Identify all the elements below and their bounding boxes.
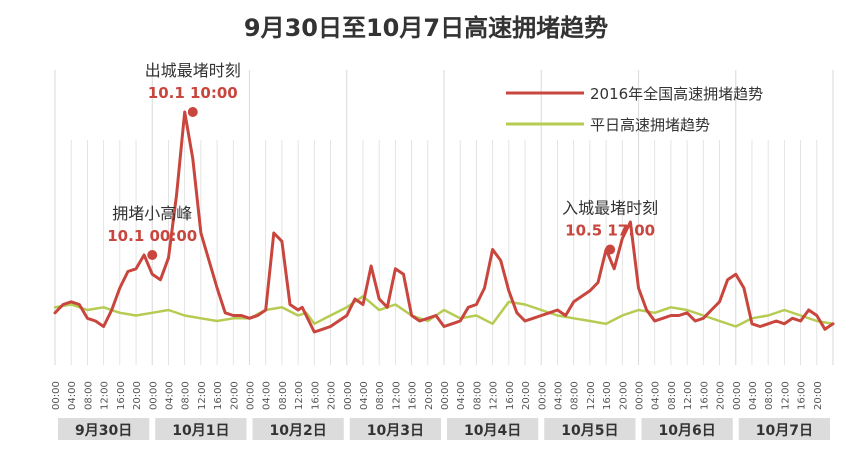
x-tick-label: 20:00 xyxy=(813,381,824,410)
x-tick-label: 12:00 xyxy=(780,381,791,410)
annotation-marker xyxy=(605,244,616,255)
x-tick-label: 16:00 xyxy=(797,381,808,410)
x-tick-label: 08:00 xyxy=(278,381,289,410)
legend: 2016年全国高速拥堵趋势 平日高速拥堵趋势 xyxy=(506,85,763,134)
x-tick-label: 04:00 xyxy=(456,381,467,410)
x-tick-label: 04:00 xyxy=(651,381,662,410)
x-tick-label: 16:00 xyxy=(116,381,127,410)
x-tick-label: 04:00 xyxy=(748,381,759,410)
day-band xyxy=(641,418,733,440)
day-band xyxy=(155,418,247,440)
day-band xyxy=(447,418,539,440)
day-label: 9月30日 xyxy=(75,423,132,439)
day-label: 10月7日 xyxy=(756,423,813,439)
day-band xyxy=(738,418,830,440)
x-tick-label: 12:00 xyxy=(197,381,208,410)
x-axis: 00:00 04:00 08:00 12:00 16:00 20:00 9月30日 00:00… xyxy=(51,381,830,440)
x-tick-label: 00:00 xyxy=(51,381,62,410)
day-label: 10月3日 xyxy=(367,423,424,439)
x-tick-label: 00:00 xyxy=(440,381,451,410)
x-tick-label: 16:00 xyxy=(213,381,224,410)
x-tick-label: 04:00 xyxy=(359,381,370,410)
x-tick-label: 08:00 xyxy=(181,381,192,410)
x-tick-label: 04:00 xyxy=(67,381,78,410)
series-line-holiday xyxy=(53,110,835,334)
day-label: 10月6日 xyxy=(659,423,716,439)
x-tick-label: 08:00 xyxy=(570,381,581,410)
x-tick-label: 00:00 xyxy=(635,381,646,410)
day-label: 10月2日 xyxy=(270,423,327,439)
x-tick-label: 16:00 xyxy=(602,381,613,410)
x-tick-label: 20:00 xyxy=(716,381,727,410)
grid-layer xyxy=(54,70,834,365)
annotation-label: 拥堵小高峰 xyxy=(112,204,192,223)
day-label: 10月4日 xyxy=(464,423,521,439)
x-tick-label: 12:00 xyxy=(489,381,500,410)
annotation-marker xyxy=(147,250,158,260)
x-tick-label: 00:00 xyxy=(343,381,354,410)
x-tick-label: 20:00 xyxy=(618,381,629,410)
annotation-time: 10.1 10:00 xyxy=(148,84,238,102)
legend-label-weekday: 平日高速拥堵趋势 xyxy=(590,116,710,134)
x-tick-label: 08:00 xyxy=(83,381,94,410)
x-tick-label: 08:00 xyxy=(667,381,678,410)
x-tick-label: 00:00 xyxy=(537,381,548,410)
day-band xyxy=(349,418,441,440)
x-tick-label: 00:00 xyxy=(732,381,743,410)
day-band xyxy=(58,418,150,440)
x-tick-label: 20:00 xyxy=(424,381,435,410)
x-tick-label: 04:00 xyxy=(262,381,273,410)
day-band xyxy=(544,418,636,440)
annotation-marker xyxy=(187,107,198,117)
x-tick-label: 12:00 xyxy=(294,381,305,410)
x-tick-label: 08:00 xyxy=(375,381,386,410)
x-tick-label: 20:00 xyxy=(327,381,338,410)
x-tick-label: 16:00 xyxy=(408,381,419,410)
chart-title: 9月30日至10月7日高速拥堵趋势 xyxy=(244,14,608,42)
x-tick-label: 08:00 xyxy=(764,381,775,410)
x-tick-label: 00:00 xyxy=(148,381,159,410)
x-tick-label: 08:00 xyxy=(472,381,483,410)
x-tick-label: 16:00 xyxy=(699,381,710,410)
x-tick-label: 12:00 xyxy=(586,381,597,410)
annotation-time: 10.5 17:00 xyxy=(565,222,655,240)
x-tick-label: 20:00 xyxy=(132,381,143,410)
x-tick-label: 12:00 xyxy=(683,381,694,410)
annotation-label: 出城最堵时刻 xyxy=(145,61,241,80)
day-label: 10月5日 xyxy=(561,423,618,439)
x-tick-label: 04:00 xyxy=(554,381,565,410)
legend-label-holiday: 2016年全国高速拥堵趋势 xyxy=(590,85,763,103)
annotation-time: 10.1 00:00 xyxy=(107,227,197,245)
x-tick-label: 12:00 xyxy=(100,381,111,410)
x-tick-label: 20:00 xyxy=(229,381,240,410)
x-tick-label: 04:00 xyxy=(165,381,176,410)
day-band xyxy=(252,418,344,440)
annotation-layer: 10.1 00:00 拥堵小高峰 10.1 10:00 出城最堵时刻 10.5 17:0… xyxy=(107,61,658,260)
x-tick-label: 12:00 xyxy=(391,381,402,410)
series-layer xyxy=(53,110,835,334)
x-tick-label: 16:00 xyxy=(505,381,516,410)
x-tick-label: 00:00 xyxy=(246,381,257,410)
annotation-label: 入城最堵时刻 xyxy=(562,199,658,218)
day-label: 10月1日 xyxy=(172,423,229,439)
x-tick-label: 16:00 xyxy=(310,381,321,410)
x-tick-label: 20:00 xyxy=(521,381,532,410)
